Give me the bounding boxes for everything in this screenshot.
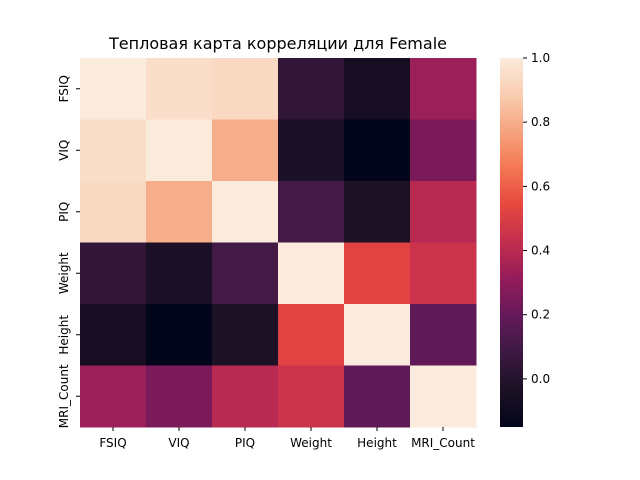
heatmap-cell: [80, 365, 147, 428]
colorbar-tick-label: 0.2: [531, 308, 550, 322]
heatmap-cell: [212, 58, 279, 120]
heatmap-cell: [278, 119, 345, 182]
heatmap-cell: [212, 242, 279, 305]
heatmap-cell: [344, 119, 411, 182]
heatmap-cell: [146, 58, 213, 120]
x-axis-ticks: FSIQ VIQ PIQ Weight Height MRI_Count: [99, 427, 475, 450]
x-tick-label: MRI_Count: [411, 436, 475, 450]
y-axis-ticks: FSIQ VIQ PIQ Weight Height MRI_Count: [57, 75, 80, 428]
x-tick-label: Height: [357, 436, 397, 450]
y-tick-label: Weight: [57, 252, 71, 294]
y-tick-label: VIQ: [57, 140, 71, 161]
heatmap-cell: [80, 304, 147, 366]
y-tick-label: PIQ: [57, 202, 71, 222]
heatmap-cell: [146, 181, 213, 243]
heatmap-cell: [80, 58, 147, 120]
colorbar: [500, 58, 523, 427]
heatmap-cell: [212, 304, 279, 366]
heatmap-cell: [146, 304, 213, 366]
heatmap-cell: [410, 365, 477, 428]
y-tick-label: MRI_Count: [57, 364, 71, 428]
chart-title: Тепловая карта корреляции для Female: [108, 34, 447, 53]
heatmap-cell: [278, 304, 345, 366]
x-tick-label: VIQ: [168, 436, 189, 450]
heatmap-cell: [80, 242, 147, 305]
heatmap-cell: [212, 119, 279, 182]
heatmap-cell: [278, 58, 345, 120]
heatmap-cells: [80, 58, 477, 428]
heatmap-cell: [410, 304, 477, 366]
heatmap-cell: [344, 242, 411, 305]
heatmap-cell: [344, 365, 411, 428]
heatmap-cell: [278, 242, 345, 305]
heatmap-cell: [278, 181, 345, 243]
colorbar-tick-label: 1.0: [531, 51, 550, 65]
y-tick-label: FSIQ: [57, 75, 71, 102]
colorbar-tick-label: 0.4: [531, 244, 550, 258]
heatmap-cell: [344, 181, 411, 243]
heatmap-cell: [410, 242, 477, 305]
x-tick-label: PIQ: [235, 436, 255, 450]
heatmap-cell: [344, 304, 411, 366]
colorbar-ticks: 0.0 0.2 0.4 0.6 0.8 1.0: [523, 51, 550, 386]
heatmap-cell: [146, 119, 213, 182]
heatmap-cell: [212, 365, 279, 428]
heatmap-cell: [410, 181, 477, 243]
y-tick-label: Height: [57, 315, 71, 355]
heatmap-cell: [146, 365, 213, 428]
heatmap-cell: [212, 181, 279, 243]
x-tick-label: FSIQ: [99, 436, 126, 450]
heatmap-cell: [146, 242, 213, 305]
heatmap-cell: [410, 119, 477, 182]
heatmap-cell: [344, 58, 411, 120]
colorbar-tick-label: 0.6: [531, 179, 550, 193]
colorbar-tick-label: 0.0: [531, 372, 550, 386]
heatmap-cell: [80, 181, 147, 243]
x-tick-label: Weight: [290, 436, 332, 450]
heatmap-cell: [278, 365, 345, 428]
colorbar-tick-label: 0.8: [531, 115, 550, 129]
heatmap-cell: [80, 119, 147, 182]
heatmap-cell: [410, 58, 477, 120]
